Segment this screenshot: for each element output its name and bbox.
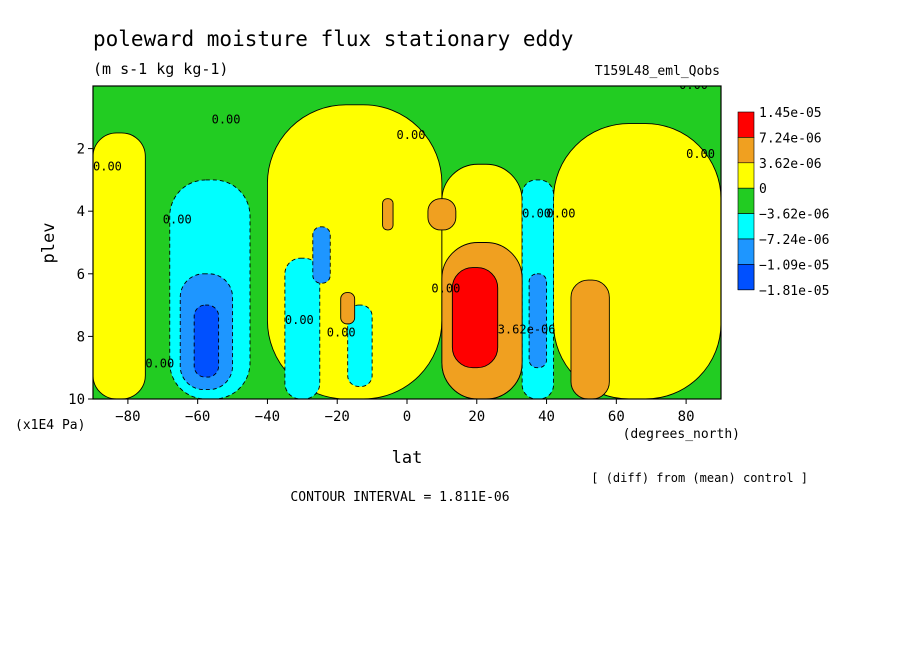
x-axis-units: (degrees_north) (623, 427, 740, 442)
contour-region (528, 273, 548, 369)
contour-label: 0.00 (163, 213, 192, 227)
x-tick-label: −40 (255, 409, 280, 425)
contour-label: 0.00 (547, 206, 576, 220)
legend-label: −1.09e-05 (759, 258, 829, 273)
y-tick-label: 10 (68, 392, 85, 408)
contour-label: 0.00 (679, 78, 708, 92)
run-label: T159L48_eml_Qobs (595, 64, 720, 79)
color-legend: 1.45e-05 7.24e-06 3.62e-06 0 −3.62e-06 −7.24e… (737, 106, 829, 299)
diff-note: [ (diff) from (mean) control ] (591, 471, 808, 485)
contour-fill-layer (93, 86, 721, 399)
contour-region (427, 198, 457, 231)
contour-label: 0.00 (285, 313, 314, 327)
contour-label: 0.00 (327, 325, 356, 339)
legend-swatch (737, 162, 755, 189)
contour-region (312, 226, 331, 284)
contour-region (382, 198, 394, 231)
legend-swatch (737, 213, 755, 240)
x-tick-label: 0 (403, 409, 411, 425)
contour-region (570, 279, 610, 399)
legend-swatch (737, 137, 755, 164)
contour-label: 3.62e-06 (498, 322, 556, 336)
contour-label: 0.00 (397, 128, 426, 142)
y-tick-label: 6 (77, 267, 85, 283)
contour-region (340, 292, 356, 325)
contour-label: 0.00 (522, 206, 551, 220)
x-tick-label: 20 (468, 409, 485, 425)
legend-label: −1.81e-05 (759, 284, 829, 299)
legend-swatch (737, 238, 755, 265)
y-axis: 2 4 6 8 10 (68, 142, 93, 408)
x-axis: −80 −60 −40 −20 0 20 40 60 80 (115, 399, 695, 425)
x-tick-label: −60 (185, 409, 210, 425)
chart-title: poleward moisture flux stationary eddy (93, 27, 573, 51)
y-axis-label: plev (39, 223, 59, 264)
x-axis-label: lat (392, 448, 423, 468)
x-tick-label: 60 (608, 409, 625, 425)
legend-label: 3.62e-06 (759, 157, 822, 172)
legend-label: 0 (759, 182, 767, 197)
legend-swatch (737, 264, 755, 291)
y-tick-label: 4 (77, 204, 85, 220)
contour-region (193, 304, 220, 378)
contour-region (347, 304, 373, 387)
legend-label: 1.45e-05 (759, 106, 822, 121)
chart-units: (m s-1 kg kg-1) (93, 60, 228, 78)
x-tick-label: 40 (538, 409, 555, 425)
legend-swatch (737, 111, 755, 138)
contour-region (451, 267, 499, 369)
contour-label: 0.00 (145, 357, 174, 371)
contour-label: 0.00 (686, 147, 715, 161)
contour-label: 0.00 (431, 282, 460, 296)
y-tick-label: 8 (77, 329, 85, 345)
contour-region (284, 257, 321, 399)
legend-swatch (737, 187, 755, 214)
x-tick-label: −20 (325, 409, 350, 425)
x-tick-label: −80 (115, 409, 140, 425)
contour-label-layer: 0.000.000.000.000.00 0.000.000.000.000.00… (93, 78, 715, 371)
contour-label: 0.00 (212, 113, 241, 127)
x-tick-label: 80 (678, 409, 695, 425)
legend-label: 7.24e-06 (759, 131, 822, 146)
contour-interval: CONTOUR INTERVAL = 1.811E-06 (290, 490, 509, 505)
y-tick-label: 2 (77, 142, 85, 158)
legend-label: −3.62e-06 (759, 208, 829, 223)
legend-label: −7.24e-06 (759, 233, 829, 248)
contour-label: 0.00 (93, 160, 122, 174)
y-axis-units: (x1E4 Pa) (15, 418, 85, 433)
